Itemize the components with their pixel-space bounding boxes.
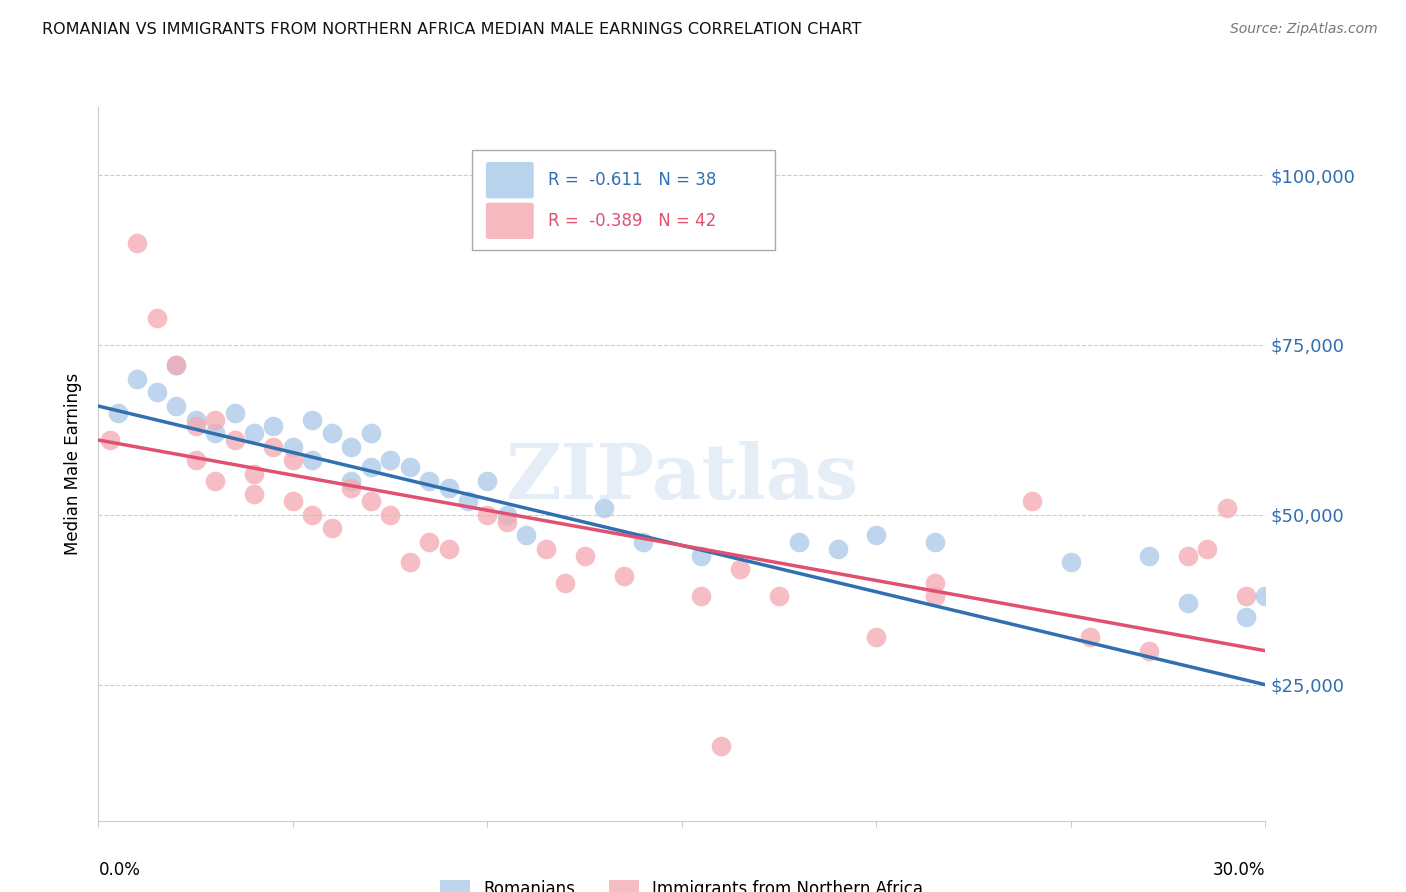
Point bbox=[710, 739, 733, 753]
Point bbox=[360, 494, 382, 508]
Point bbox=[437, 481, 460, 495]
Point bbox=[924, 590, 946, 604]
Y-axis label: Median Male Earnings: Median Male Earnings bbox=[65, 373, 83, 555]
Point bbox=[340, 474, 363, 488]
Point bbox=[457, 494, 479, 508]
Point bbox=[495, 508, 517, 522]
Point bbox=[1195, 541, 1218, 556]
FancyBboxPatch shape bbox=[472, 150, 775, 250]
Point bbox=[613, 569, 636, 583]
Point bbox=[184, 412, 207, 426]
Point bbox=[515, 528, 537, 542]
Text: R =  -0.611   N = 38: R = -0.611 N = 38 bbox=[548, 171, 716, 189]
Point bbox=[127, 372, 149, 386]
Point bbox=[107, 406, 129, 420]
Point bbox=[690, 549, 713, 563]
Text: R =  -0.389   N = 42: R = -0.389 N = 42 bbox=[548, 212, 716, 230]
Point bbox=[554, 575, 576, 590]
Point bbox=[1021, 494, 1043, 508]
Text: 30.0%: 30.0% bbox=[1213, 862, 1265, 880]
Point bbox=[1137, 549, 1160, 563]
Point bbox=[477, 474, 499, 488]
Point bbox=[1177, 596, 1199, 610]
Point bbox=[418, 474, 440, 488]
Point bbox=[690, 590, 713, 604]
Point bbox=[1177, 549, 1199, 563]
Point bbox=[281, 440, 304, 454]
Point bbox=[204, 412, 226, 426]
Point bbox=[340, 440, 363, 454]
Point bbox=[437, 541, 460, 556]
Point bbox=[243, 426, 266, 441]
Point bbox=[924, 575, 946, 590]
Point bbox=[165, 359, 187, 373]
Point bbox=[281, 494, 304, 508]
Point bbox=[574, 549, 596, 563]
Point bbox=[1234, 609, 1257, 624]
Point bbox=[224, 406, 246, 420]
Point bbox=[631, 535, 654, 549]
Point bbox=[768, 590, 790, 604]
Point bbox=[534, 541, 557, 556]
Point bbox=[1254, 590, 1277, 604]
Point bbox=[495, 515, 517, 529]
Point bbox=[184, 419, 207, 434]
Point bbox=[730, 562, 752, 576]
Point bbox=[321, 426, 343, 441]
Point bbox=[243, 467, 266, 481]
Text: Source: ZipAtlas.com: Source: ZipAtlas.com bbox=[1230, 22, 1378, 37]
Point bbox=[184, 453, 207, 467]
Point bbox=[224, 433, 246, 447]
Point bbox=[1080, 630, 1102, 644]
Point bbox=[165, 399, 187, 413]
Point bbox=[301, 412, 323, 426]
Point bbox=[827, 541, 849, 556]
Point bbox=[593, 501, 616, 516]
Point bbox=[281, 453, 304, 467]
Point bbox=[146, 385, 169, 400]
Point bbox=[262, 440, 284, 454]
Point bbox=[360, 460, 382, 475]
FancyBboxPatch shape bbox=[486, 202, 534, 239]
Point bbox=[418, 535, 440, 549]
Point bbox=[787, 535, 810, 549]
Point bbox=[243, 487, 266, 501]
Point bbox=[378, 453, 402, 467]
Point bbox=[360, 426, 382, 441]
Point bbox=[340, 481, 363, 495]
Point bbox=[378, 508, 402, 522]
FancyBboxPatch shape bbox=[486, 162, 534, 198]
Point bbox=[301, 508, 323, 522]
Point bbox=[398, 555, 420, 569]
Point bbox=[1234, 590, 1257, 604]
Point bbox=[98, 433, 121, 447]
Point bbox=[204, 474, 226, 488]
Point bbox=[1060, 555, 1083, 569]
Text: ROMANIAN VS IMMIGRANTS FROM NORTHERN AFRICA MEDIAN MALE EARNINGS CORRELATION CHA: ROMANIAN VS IMMIGRANTS FROM NORTHERN AFR… bbox=[42, 22, 862, 37]
Point bbox=[204, 426, 226, 441]
Legend: Romanians, Immigrants from Northern Africa: Romanians, Immigrants from Northern Afri… bbox=[434, 873, 929, 892]
Point bbox=[321, 521, 343, 535]
Point bbox=[865, 630, 887, 644]
Text: 0.0%: 0.0% bbox=[98, 862, 141, 880]
Point bbox=[398, 460, 420, 475]
Point bbox=[127, 235, 149, 250]
Point bbox=[1137, 644, 1160, 658]
Point bbox=[924, 535, 946, 549]
Point bbox=[865, 528, 887, 542]
Point bbox=[301, 453, 323, 467]
Point bbox=[146, 310, 169, 325]
Point bbox=[477, 508, 499, 522]
Point bbox=[1215, 501, 1237, 516]
Point bbox=[262, 419, 284, 434]
Text: ZIPatlas: ZIPatlas bbox=[505, 442, 859, 515]
Point bbox=[165, 359, 187, 373]
